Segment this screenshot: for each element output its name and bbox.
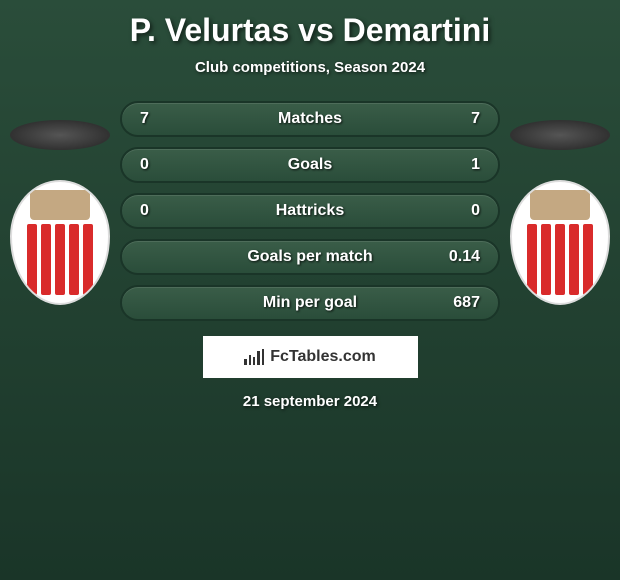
stat-label: Hattricks bbox=[276, 202, 344, 220]
club-badge-right bbox=[510, 180, 610, 305]
stat-row-goals: 0 Goals 1 bbox=[120, 147, 500, 183]
stat-right-value: 687 bbox=[440, 294, 480, 312]
stat-label: Goals per match bbox=[247, 248, 372, 266]
chart-icon bbox=[244, 349, 264, 365]
stat-row-matches: 7 Matches 7 bbox=[120, 101, 500, 137]
club-left bbox=[10, 120, 110, 305]
stat-right-value: 1 bbox=[440, 156, 480, 174]
logo-box[interactable]: FcTables.com bbox=[203, 336, 418, 378]
stat-label: Matches bbox=[278, 110, 342, 128]
stat-label: Goals bbox=[288, 156, 332, 174]
stat-row-hattricks: 0 Hattricks 0 bbox=[120, 193, 500, 229]
stat-left-value: 0 bbox=[140, 202, 180, 220]
stat-label: Min per goal bbox=[263, 294, 357, 312]
stat-left-value: 7 bbox=[140, 110, 180, 128]
oval-shadow-left bbox=[10, 120, 110, 150]
subtitle: Club competitions, Season 2024 bbox=[0, 59, 620, 76]
oval-shadow-right bbox=[510, 120, 610, 150]
stat-row-goals-per-match: Goals per match 0.14 bbox=[120, 239, 500, 275]
page-title: P. Velurtas vs Demartini bbox=[0, 0, 620, 49]
club-right bbox=[510, 120, 610, 305]
stat-row-min-per-goal: Min per goal 687 bbox=[120, 285, 500, 321]
logo-text: FcTables.com bbox=[270, 348, 376, 366]
stat-left-value: 0 bbox=[140, 156, 180, 174]
stats-container: 7 Matches 7 0 Goals 1 0 Hattricks 0 Goal… bbox=[120, 101, 500, 321]
stat-right-value: 0 bbox=[440, 202, 480, 220]
stat-right-value: 0.14 bbox=[440, 248, 480, 266]
club-badge-left bbox=[10, 180, 110, 305]
date-text: 21 september 2024 bbox=[0, 393, 620, 410]
stat-right-value: 7 bbox=[440, 110, 480, 128]
